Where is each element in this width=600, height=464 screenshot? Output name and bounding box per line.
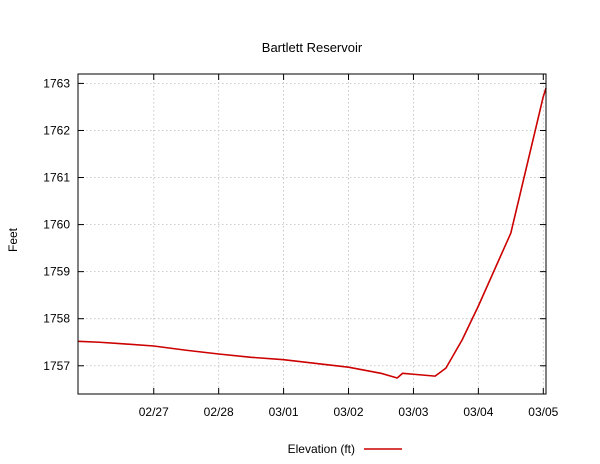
x-tick-labels: 02/27 02/28 03/01 03/02 03/03 03/04 03/05	[139, 405, 559, 419]
grid-lines	[78, 74, 546, 394]
series-line-elevation	[77, 87, 547, 379]
y-tick-label: 1762	[43, 123, 70, 137]
y-axis-label: Feet	[6, 227, 20, 252]
x-tick-label: 02/28	[204, 405, 234, 419]
chart-title: Bartlett Reservoir	[262, 40, 363, 55]
plot-frame	[77, 73, 547, 395]
x-tick-label: 03/02	[334, 405, 364, 419]
x-tick-label: 03/05	[528, 405, 558, 419]
series-layer	[77, 87, 547, 379]
y-tick-labels: 1757 1758 1759 1760 1761 1762 1763	[43, 76, 70, 372]
axis-ticks	[78, 74, 546, 394]
x-tick-label: 03/01	[269, 405, 299, 419]
x-tick-label: 02/27	[139, 405, 169, 419]
x-tick-label: 03/03	[398, 405, 428, 419]
legend: Elevation (ft)	[288, 442, 402, 456]
y-tick-label: 1760	[43, 218, 70, 232]
y-tick-label: 1761	[43, 171, 70, 185]
y-tick-label: 1759	[43, 265, 70, 279]
legend-label: Elevation (ft)	[288, 442, 355, 456]
y-tick-label: 1757	[43, 359, 70, 373]
x-tick-label: 03/04	[463, 405, 493, 419]
y-tick-label: 1763	[43, 76, 70, 90]
y-tick-label: 1758	[43, 312, 70, 326]
